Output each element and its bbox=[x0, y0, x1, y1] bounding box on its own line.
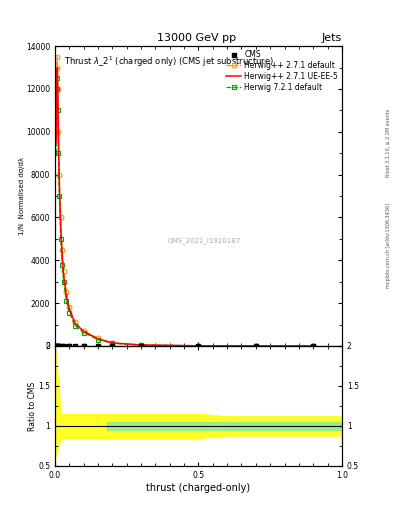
Herwig++ 2.7.1 default bbox=[57, 172, 62, 178]
Herwig++ 2.7.1 default bbox=[73, 319, 77, 326]
Herwig 7.2.1 default bbox=[110, 340, 115, 346]
Herwig 7.2.1 default bbox=[55, 75, 60, 81]
CMS bbox=[54, 342, 61, 350]
Herwig 7.2.1 default bbox=[253, 343, 258, 349]
Herwig 7.2.1 default bbox=[81, 330, 86, 336]
Herwig++ 2.7.1 default bbox=[81, 328, 86, 334]
Herwig++ 2.7.1 default bbox=[55, 54, 60, 60]
Herwig++ 2.7.1 default bbox=[253, 343, 258, 349]
Herwig++ 2.7.1 UE-EE-5 bbox=[81, 328, 86, 334]
Herwig 7.2.1 default bbox=[56, 150, 61, 156]
CMS bbox=[52, 342, 59, 350]
Herwig 7.2.1 default bbox=[54, 86, 59, 92]
CMS bbox=[55, 342, 61, 350]
CMS bbox=[109, 342, 116, 350]
Herwig++ 2.7.1 default bbox=[59, 215, 63, 221]
Text: mcplots.cern.ch [arXiv:1306.3436]: mcplots.cern.ch [arXiv:1306.3436] bbox=[386, 203, 391, 288]
Herwig++ 2.7.1 UE-EE-5 bbox=[54, 75, 59, 81]
Herwig++ 2.7.1 default bbox=[110, 339, 115, 346]
CMS bbox=[138, 342, 144, 350]
CMS bbox=[56, 342, 62, 350]
CMS bbox=[53, 342, 60, 350]
Herwig++ 2.7.1 default bbox=[54, 65, 59, 71]
Herwig++ 2.7.1 UE-EE-5 bbox=[56, 139, 61, 145]
CMS bbox=[58, 342, 64, 350]
Herwig++ 2.7.1 default bbox=[196, 343, 201, 349]
Herwig 7.2.1 default bbox=[61, 279, 66, 285]
Legend: CMS, Herwig++ 2.7.1 default, Herwig++ 2.7.1 UE-EE-5, Herwig 7.2.1 default: CMS, Herwig++ 2.7.1 default, Herwig++ 2.… bbox=[224, 48, 340, 93]
Herwig 7.2.1 default bbox=[196, 343, 201, 349]
CMS bbox=[72, 342, 78, 350]
Text: 13000 GeV pp: 13000 GeV pp bbox=[157, 33, 236, 44]
CMS bbox=[195, 342, 202, 350]
Herwig++ 2.7.1 UE-EE-5 bbox=[139, 342, 143, 348]
Herwig++ 2.7.1 UE-EE-5 bbox=[196, 343, 201, 349]
Text: Jets: Jets bbox=[321, 33, 342, 44]
CMS bbox=[253, 342, 259, 350]
Herwig++ 2.7.1 UE-EE-5 bbox=[60, 253, 64, 259]
Herwig++ 2.7.1 UE-EE-5 bbox=[73, 321, 77, 327]
Text: Thrust $\lambda$_2$^1$ (charged only) (CMS jet substructure): Thrust $\lambda$_2$^1$ (charged only) (C… bbox=[64, 55, 274, 70]
Herwig++ 2.7.1 UE-EE-5 bbox=[67, 307, 72, 313]
Herwig++ 2.7.1 UE-EE-5 bbox=[64, 293, 69, 300]
Herwig++ 2.7.1 default bbox=[311, 343, 316, 349]
Herwig 7.2.1 default bbox=[59, 236, 63, 242]
Herwig++ 2.7.1 UE-EE-5 bbox=[61, 272, 66, 279]
Herwig 7.2.1 default bbox=[64, 298, 69, 304]
Herwig++ 2.7.1 UE-EE-5 bbox=[57, 182, 62, 188]
X-axis label: thrust (charged-only): thrust (charged-only) bbox=[147, 482, 250, 493]
Herwig 7.2.1 default bbox=[60, 262, 64, 268]
Herwig 7.2.1 default bbox=[311, 343, 316, 349]
Herwig 7.2.1 default bbox=[57, 193, 62, 199]
Herwig++ 2.7.1 UE-EE-5 bbox=[110, 340, 115, 346]
Line: Herwig++ 2.7.1 UE-EE-5: Herwig++ 2.7.1 UE-EE-5 bbox=[56, 68, 313, 346]
Text: CMS_2021_I1920187: CMS_2021_I1920187 bbox=[167, 238, 241, 244]
CMS bbox=[61, 342, 67, 350]
Herwig++ 2.7.1 UE-EE-5 bbox=[59, 225, 63, 231]
Text: Rivet 3.1.10, ≥ 2.2M events: Rivet 3.1.10, ≥ 2.2M events bbox=[386, 109, 391, 178]
CMS bbox=[310, 342, 316, 350]
Herwig++ 2.7.1 UE-EE-5 bbox=[54, 139, 59, 145]
Line: Herwig++ 2.7.1 default: Herwig++ 2.7.1 default bbox=[54, 54, 316, 348]
Herwig++ 2.7.1 UE-EE-5 bbox=[253, 343, 258, 349]
CMS bbox=[95, 342, 101, 350]
Herwig++ 2.7.1 default bbox=[60, 246, 64, 252]
Herwig++ 2.7.1 default bbox=[64, 289, 69, 295]
Herwig 7.2.1 default bbox=[73, 323, 77, 329]
Line: Herwig 7.2.1 default: Herwig 7.2.1 default bbox=[54, 76, 316, 348]
Herwig++ 2.7.1 default bbox=[56, 129, 61, 135]
Herwig++ 2.7.1 UE-EE-5 bbox=[96, 336, 101, 342]
CMS bbox=[53, 342, 59, 350]
CMS bbox=[66, 342, 73, 350]
Herwig++ 2.7.1 UE-EE-5 bbox=[311, 343, 316, 349]
Herwig 7.2.1 default bbox=[67, 310, 72, 316]
Herwig 7.2.1 default bbox=[96, 336, 101, 343]
Herwig 7.2.1 default bbox=[54, 150, 59, 156]
Herwig++ 2.7.1 default bbox=[61, 268, 66, 274]
Herwig++ 2.7.1 UE-EE-5 bbox=[55, 97, 60, 103]
Herwig 7.2.1 default bbox=[55, 108, 60, 114]
Herwig++ 2.7.1 default bbox=[67, 304, 72, 310]
Herwig++ 2.7.1 UE-EE-5 bbox=[55, 65, 60, 71]
Y-axis label: Ratio to CMS: Ratio to CMS bbox=[28, 381, 37, 431]
Herwig++ 2.7.1 default bbox=[54, 129, 59, 135]
Herwig++ 2.7.1 default bbox=[96, 335, 101, 342]
Herwig 7.2.1 default bbox=[139, 342, 143, 348]
Herwig++ 2.7.1 default bbox=[55, 86, 60, 92]
Herwig++ 2.7.1 default bbox=[139, 342, 143, 348]
Y-axis label: 1/N  Normalised dσ/dλ: 1/N Normalised dσ/dλ bbox=[18, 157, 24, 235]
CMS bbox=[81, 342, 87, 350]
